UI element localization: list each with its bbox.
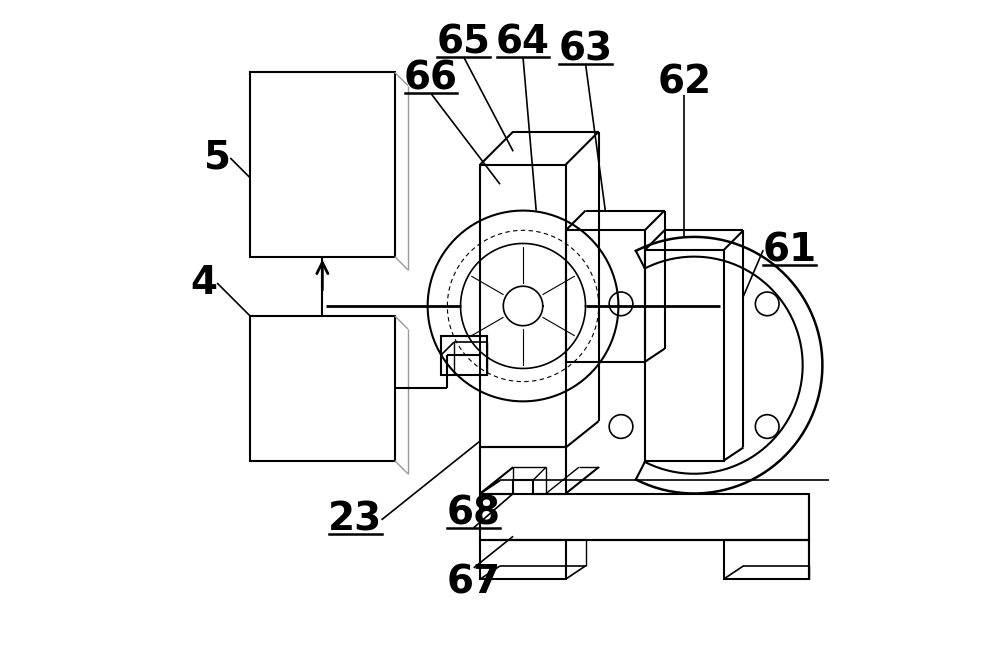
- Text: 61: 61: [762, 231, 817, 269]
- Text: 65: 65: [437, 24, 491, 62]
- Text: 68: 68: [447, 494, 501, 532]
- Text: 23: 23: [328, 501, 382, 539]
- Text: 62: 62: [657, 63, 711, 101]
- Text: 67: 67: [447, 563, 501, 601]
- Text: 4: 4: [190, 264, 217, 302]
- Text: 63: 63: [558, 30, 613, 68]
- Text: 64: 64: [496, 24, 550, 62]
- Text: 5: 5: [204, 139, 231, 177]
- Text: 66: 66: [404, 60, 458, 98]
